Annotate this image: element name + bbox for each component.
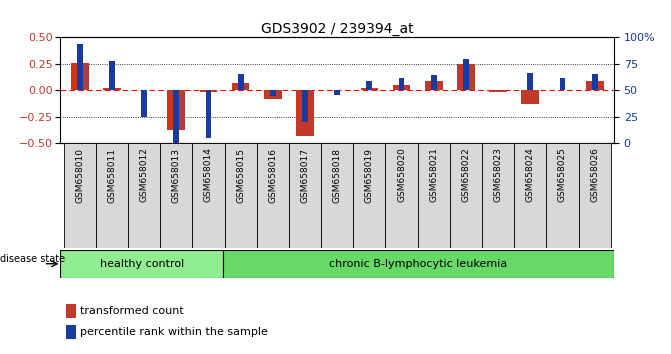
Text: GSM658018: GSM658018 bbox=[333, 148, 342, 202]
Text: chronic B-lymphocytic leukemia: chronic B-lymphocytic leukemia bbox=[329, 259, 508, 269]
Text: GSM658010: GSM658010 bbox=[75, 148, 84, 202]
Bar bbox=[66, 325, 76, 339]
Bar bbox=[289, 143, 321, 248]
Text: GSM658012: GSM658012 bbox=[140, 148, 148, 202]
Bar bbox=[264, 90, 282, 99]
Text: healthy control: healthy control bbox=[100, 259, 184, 269]
Bar bbox=[399, 78, 405, 90]
Bar bbox=[60, 250, 223, 278]
Text: GSM658013: GSM658013 bbox=[172, 148, 180, 202]
Text: GSM658022: GSM658022 bbox=[462, 148, 470, 202]
Title: GDS3902 / 239394_at: GDS3902 / 239394_at bbox=[261, 22, 413, 36]
Bar bbox=[514, 143, 546, 248]
Bar bbox=[160, 143, 193, 248]
Bar bbox=[193, 143, 225, 248]
Bar bbox=[302, 90, 308, 122]
Bar bbox=[521, 90, 539, 104]
Bar bbox=[128, 143, 160, 248]
Bar bbox=[489, 90, 507, 92]
Text: GSM658024: GSM658024 bbox=[526, 148, 535, 202]
Text: GSM658020: GSM658020 bbox=[397, 148, 406, 202]
Bar bbox=[482, 143, 514, 248]
Bar bbox=[167, 90, 185, 130]
Text: GSM658025: GSM658025 bbox=[558, 148, 567, 202]
Bar bbox=[393, 85, 411, 90]
Bar bbox=[431, 75, 437, 90]
Bar bbox=[463, 59, 469, 90]
Text: GSM658023: GSM658023 bbox=[494, 148, 503, 202]
Bar bbox=[450, 143, 482, 248]
Bar bbox=[334, 90, 340, 95]
Text: GSM658021: GSM658021 bbox=[429, 148, 438, 202]
Text: GSM658014: GSM658014 bbox=[204, 148, 213, 202]
Bar bbox=[296, 90, 314, 136]
Text: GSM658017: GSM658017 bbox=[301, 148, 309, 202]
Text: GSM658015: GSM658015 bbox=[236, 148, 245, 202]
Bar bbox=[66, 304, 76, 318]
Text: GSM658016: GSM658016 bbox=[268, 148, 277, 202]
Bar bbox=[353, 143, 385, 248]
Bar bbox=[592, 74, 598, 90]
Bar bbox=[64, 143, 96, 248]
Bar bbox=[385, 143, 417, 248]
Text: percentile rank within the sample: percentile rank within the sample bbox=[81, 327, 268, 337]
Bar bbox=[173, 90, 179, 143]
Bar bbox=[225, 143, 257, 248]
Bar bbox=[257, 143, 289, 248]
Text: GSM658026: GSM658026 bbox=[590, 148, 599, 202]
Bar bbox=[109, 61, 115, 90]
Bar bbox=[96, 143, 128, 248]
Bar bbox=[546, 143, 578, 248]
Bar bbox=[223, 250, 614, 278]
Bar bbox=[527, 73, 533, 90]
Bar bbox=[366, 81, 372, 90]
Bar bbox=[270, 90, 276, 96]
Bar bbox=[457, 64, 475, 90]
Bar bbox=[199, 90, 217, 92]
Bar bbox=[417, 143, 450, 248]
Bar bbox=[103, 88, 121, 90]
Bar bbox=[205, 90, 211, 138]
Text: GSM658019: GSM658019 bbox=[365, 148, 374, 202]
Text: disease state: disease state bbox=[0, 255, 65, 264]
Bar bbox=[238, 74, 244, 90]
Bar bbox=[586, 81, 603, 90]
Bar bbox=[560, 78, 566, 90]
Bar bbox=[76, 44, 83, 90]
Text: GSM658011: GSM658011 bbox=[107, 148, 116, 202]
Bar bbox=[321, 143, 353, 248]
Bar bbox=[71, 63, 89, 90]
Bar bbox=[425, 81, 443, 90]
Bar bbox=[360, 88, 378, 90]
Text: transformed count: transformed count bbox=[81, 306, 184, 316]
Bar bbox=[231, 83, 250, 90]
Bar bbox=[141, 90, 147, 117]
Bar bbox=[578, 143, 611, 248]
